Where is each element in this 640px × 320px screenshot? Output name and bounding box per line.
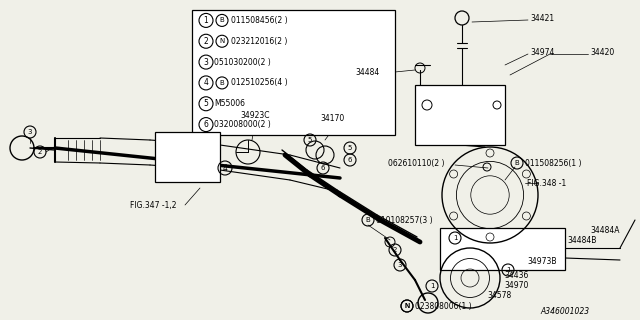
Text: 34170: 34170 [320, 114, 344, 123]
Text: 34578: 34578 [487, 292, 511, 300]
Text: 3: 3 [28, 129, 32, 135]
Text: N: N [404, 303, 410, 309]
Text: 3: 3 [397, 262, 403, 268]
Text: 012510256(4 ): 012510256(4 ) [231, 78, 287, 87]
Text: 34420: 34420 [590, 47, 614, 57]
Text: 3: 3 [204, 58, 209, 67]
Text: 5: 5 [308, 137, 312, 143]
Text: M55006: M55006 [214, 99, 245, 108]
Text: 023808006(1 ): 023808006(1 ) [415, 301, 472, 310]
Text: 2: 2 [393, 247, 397, 253]
Text: 051030200(2 ): 051030200(2 ) [214, 58, 271, 67]
Text: 34436: 34436 [504, 270, 529, 279]
Text: A346001023: A346001023 [541, 308, 590, 316]
Text: B: B [220, 17, 225, 23]
Text: 023212016(2 ): 023212016(2 ) [231, 37, 287, 46]
Text: FIG.347 -1,2: FIG.347 -1,2 [130, 201, 177, 210]
Text: 6: 6 [204, 120, 209, 129]
Bar [440, 228, 565, 270]
Text: 032008000(2 ): 032008000(2 ) [214, 120, 271, 129]
Text: B: B [515, 160, 520, 166]
Text: 34484: 34484 [355, 68, 380, 76]
Text: 4: 4 [223, 164, 227, 172]
Text: 34421: 34421 [530, 13, 554, 22]
Text: 34484A: 34484A [590, 226, 620, 235]
Text: B: B [365, 217, 371, 223]
Text: FIG.348 -1: FIG.348 -1 [527, 179, 566, 188]
Text: 6: 6 [348, 157, 352, 163]
Text: 1: 1 [452, 235, 457, 241]
Text: N: N [220, 38, 225, 44]
Text: 5: 5 [348, 145, 352, 151]
Text: 34974: 34974 [530, 47, 554, 57]
Text: 2: 2 [38, 149, 42, 155]
Text: N: N [404, 303, 410, 309]
Text: 011508456(2 ): 011508456(2 ) [231, 16, 287, 25]
Text: 011508256(1 ): 011508256(1 ) [525, 158, 582, 167]
Text: 4: 4 [204, 78, 209, 87]
Text: 34923C: 34923C [240, 110, 269, 119]
Text: 6: 6 [321, 165, 325, 171]
Bar [192, 10, 395, 135]
Text: 5: 5 [204, 99, 209, 108]
Text: 1: 1 [429, 283, 435, 289]
Text: B: B [220, 80, 225, 86]
Bar [155, 132, 220, 182]
Text: 062610110(2 ): 062610110(2 ) [388, 158, 445, 167]
Text: 010108257(3 ): 010108257(3 ) [376, 215, 433, 225]
Text: 34973B: 34973B [527, 258, 557, 267]
Text: 1: 1 [204, 16, 209, 25]
Bar [415, 85, 505, 145]
Text: 34484B: 34484B [567, 236, 596, 244]
Text: 1: 1 [506, 267, 510, 273]
Text: 2: 2 [204, 37, 209, 46]
Text: 34970: 34970 [504, 281, 529, 290]
